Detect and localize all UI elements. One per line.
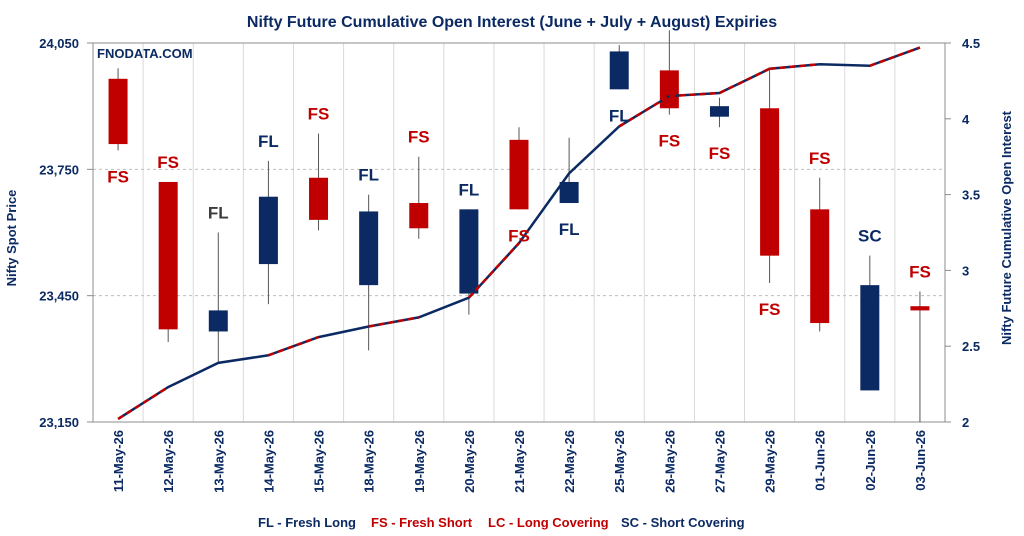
- candle-body: [609, 51, 629, 90]
- x-tick-label: 29-May-26: [763, 430, 778, 493]
- watermark: FNODATA.COM: [97, 46, 193, 61]
- candle-tag: FS: [157, 153, 179, 172]
- y2-tick-label: 4: [962, 112, 970, 127]
- candle-body: [108, 78, 128, 145]
- oi-line-segment-red: [669, 91, 720, 98]
- axes: 23,150 23,450 23,750 24,050 2 2.5 3 3.5 4 4.5: [39, 36, 980, 430]
- candle-tag: FS: [909, 262, 931, 281]
- x-tick-labels: 11-May-26 12-May-26 13-May-26 14-May-26 15-M…: [111, 430, 928, 493]
- y-tick-label: 23,450: [39, 289, 79, 304]
- candle-tag: FL: [208, 204, 229, 223]
- candle-tag: FL: [609, 106, 630, 125]
- candle-body: [559, 181, 579, 204]
- y-tick-label: 23,150: [39, 415, 79, 430]
- oi-line-segment-red: [869, 46, 921, 67]
- oi-line-segment-red: [769, 62, 820, 71]
- candle-tag: FS: [308, 105, 330, 124]
- candle-body: [208, 310, 228, 332]
- y2-tick-label: 3: [962, 263, 969, 278]
- y2-tick-label: 4.5: [962, 36, 980, 51]
- oi-line-segment-red: [467, 242, 520, 299]
- x-tick-label: 22-May-26: [562, 430, 577, 493]
- candle-tags: FS FS FL FL FS FL FS FL FS FL FL FS FS FS FS SC FS: [107, 105, 931, 319]
- candle-tag: FL: [458, 180, 479, 199]
- x-tick-label: 02-Jun-26: [863, 430, 878, 491]
- chart-title: Nifty Future Cumulative Open Interest (J…: [247, 14, 777, 31]
- legend-item: FL - Fresh Long: [258, 515, 356, 530]
- y-axis-label: Nifty Spot Price: [4, 190, 19, 287]
- x-tick-label: 27-May-26: [712, 430, 727, 493]
- candle-tag: FS: [759, 300, 781, 319]
- x-tick-label: 20-May-26: [462, 430, 477, 493]
- candle-tag: FS: [709, 144, 731, 163]
- candle-tag: FS: [107, 167, 129, 186]
- x-tick-label: 11-May-26: [111, 430, 126, 492]
- candle-body: [309, 177, 329, 220]
- candle-tag: FS: [408, 128, 430, 147]
- candle-body: [258, 196, 278, 265]
- legend: FL - Fresh Long FS - Fresh Short LC - Long…: [258, 515, 745, 530]
- candle-body: [910, 306, 930, 311]
- x-tick-label: 19-May-26: [412, 430, 427, 493]
- candle-body: [810, 209, 830, 324]
- y-tick-label: 23,750: [39, 162, 79, 177]
- x-tick-label: 03-Jun-26: [913, 430, 928, 491]
- y2-tick-label: 2: [962, 415, 969, 430]
- candle-tag: FL: [358, 166, 379, 185]
- candle-body: [459, 209, 479, 294]
- y2-tick-label: 2.5: [962, 339, 980, 354]
- candle-body: [760, 108, 780, 256]
- candle-tag: FS: [508, 226, 530, 245]
- x-tick-label: 14-May-26: [261, 430, 276, 493]
- candle-tag: FL: [559, 220, 580, 239]
- x-tick-label: 01-Jun-26: [813, 430, 828, 491]
- y-tick-label: 24,050: [39, 36, 79, 51]
- open-interest-line: [117, 46, 921, 421]
- x-tick-label: 15-May-26: [312, 430, 327, 493]
- candle-body: [709, 106, 729, 117]
- y2-axis-label: Nifty Future Cumulative Open Interest: [999, 110, 1014, 345]
- x-tick-label: 18-May-26: [362, 430, 377, 493]
- legend-item: LC - Long Covering: [488, 515, 609, 530]
- y2-tick-label: 3.5: [962, 188, 980, 203]
- x-tick-label: 13-May-26: [211, 430, 226, 493]
- oi-line-segment-red: [267, 335, 319, 357]
- candle-body: [359, 211, 379, 286]
- x-tick-label: 26-May-26: [662, 430, 677, 493]
- legend-item: FS - Fresh Short: [371, 515, 473, 530]
- candle-body: [860, 285, 880, 391]
- x-tick-label: 21-May-26: [512, 430, 527, 493]
- x-tick-label: 12-May-26: [161, 430, 176, 493]
- candle-tag: SC: [858, 227, 882, 246]
- candle-body: [659, 70, 679, 109]
- plot-border: [92, 42, 946, 423]
- candles: [108, 30, 930, 422]
- candle-body: [509, 139, 529, 210]
- legend-item: SC - Short Covering: [621, 515, 745, 530]
- candle-tag: FL: [258, 132, 279, 151]
- candle-tag: FS: [809, 149, 831, 168]
- candle-body: [158, 181, 178, 330]
- candle-tag: FS: [658, 132, 680, 151]
- x-tick-label: 25-May-26: [612, 430, 627, 493]
- candle-body: [409, 203, 429, 229]
- oi-line-segment-red: [368, 316, 419, 328]
